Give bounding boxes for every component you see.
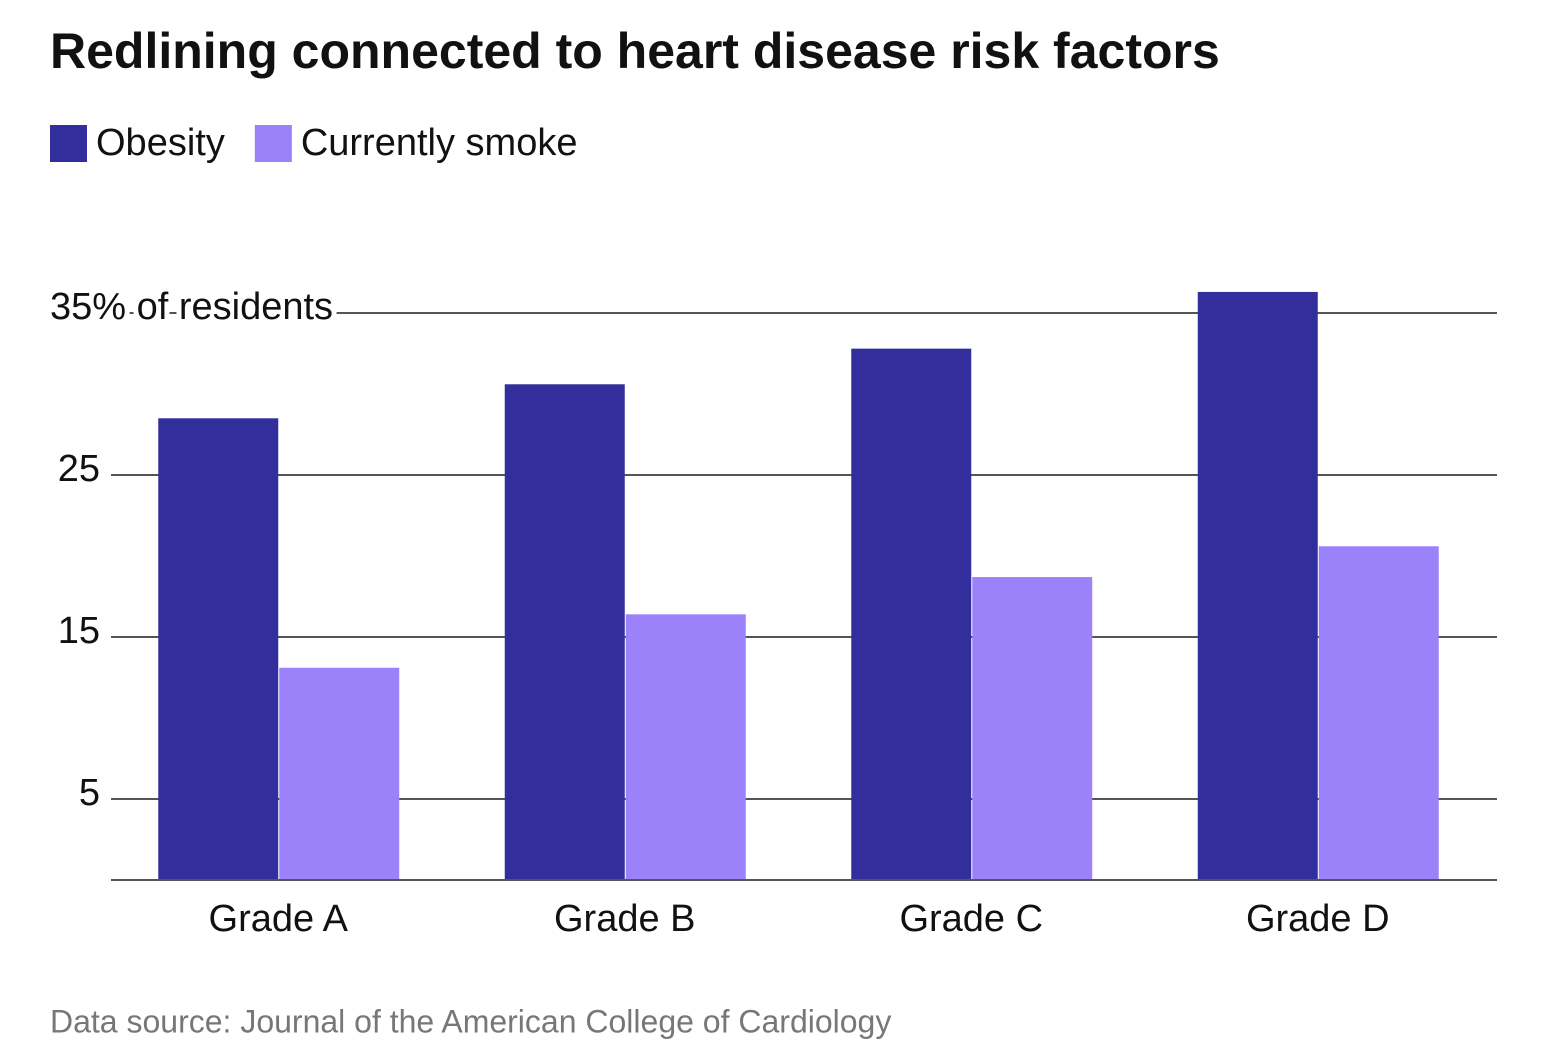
- bar: [851, 348, 972, 880]
- y-tick-label: 5: [79, 772, 100, 814]
- x-tick-label: Grade C: [899, 898, 1043, 940]
- bar: [1318, 546, 1439, 880]
- x-tick-label: Grade A: [209, 898, 349, 940]
- legend-swatch: [254, 125, 292, 162]
- legend-label: Obesity: [96, 122, 225, 164]
- y-tick-label: 35% of residents: [50, 286, 333, 328]
- bar: [625, 614, 746, 880]
- chart-title: Redlining connected to heart disease ris…: [50, 23, 1220, 79]
- y-tick-label: 15: [58, 610, 100, 652]
- bar: [1197, 291, 1318, 880]
- source-note: Data source: Journal of the American Col…: [50, 1003, 891, 1039]
- legend-label: Currently smoke: [301, 122, 578, 164]
- bar: [279, 667, 400, 880]
- x-tick-label: Grade D: [1246, 898, 1390, 940]
- bar: [972, 577, 1093, 880]
- y-tick-label: 25: [58, 448, 100, 490]
- bar: [158, 418, 279, 880]
- legend-swatch: [50, 125, 87, 162]
- x-tick-label: Grade B: [554, 898, 696, 940]
- bar: [504, 384, 625, 880]
